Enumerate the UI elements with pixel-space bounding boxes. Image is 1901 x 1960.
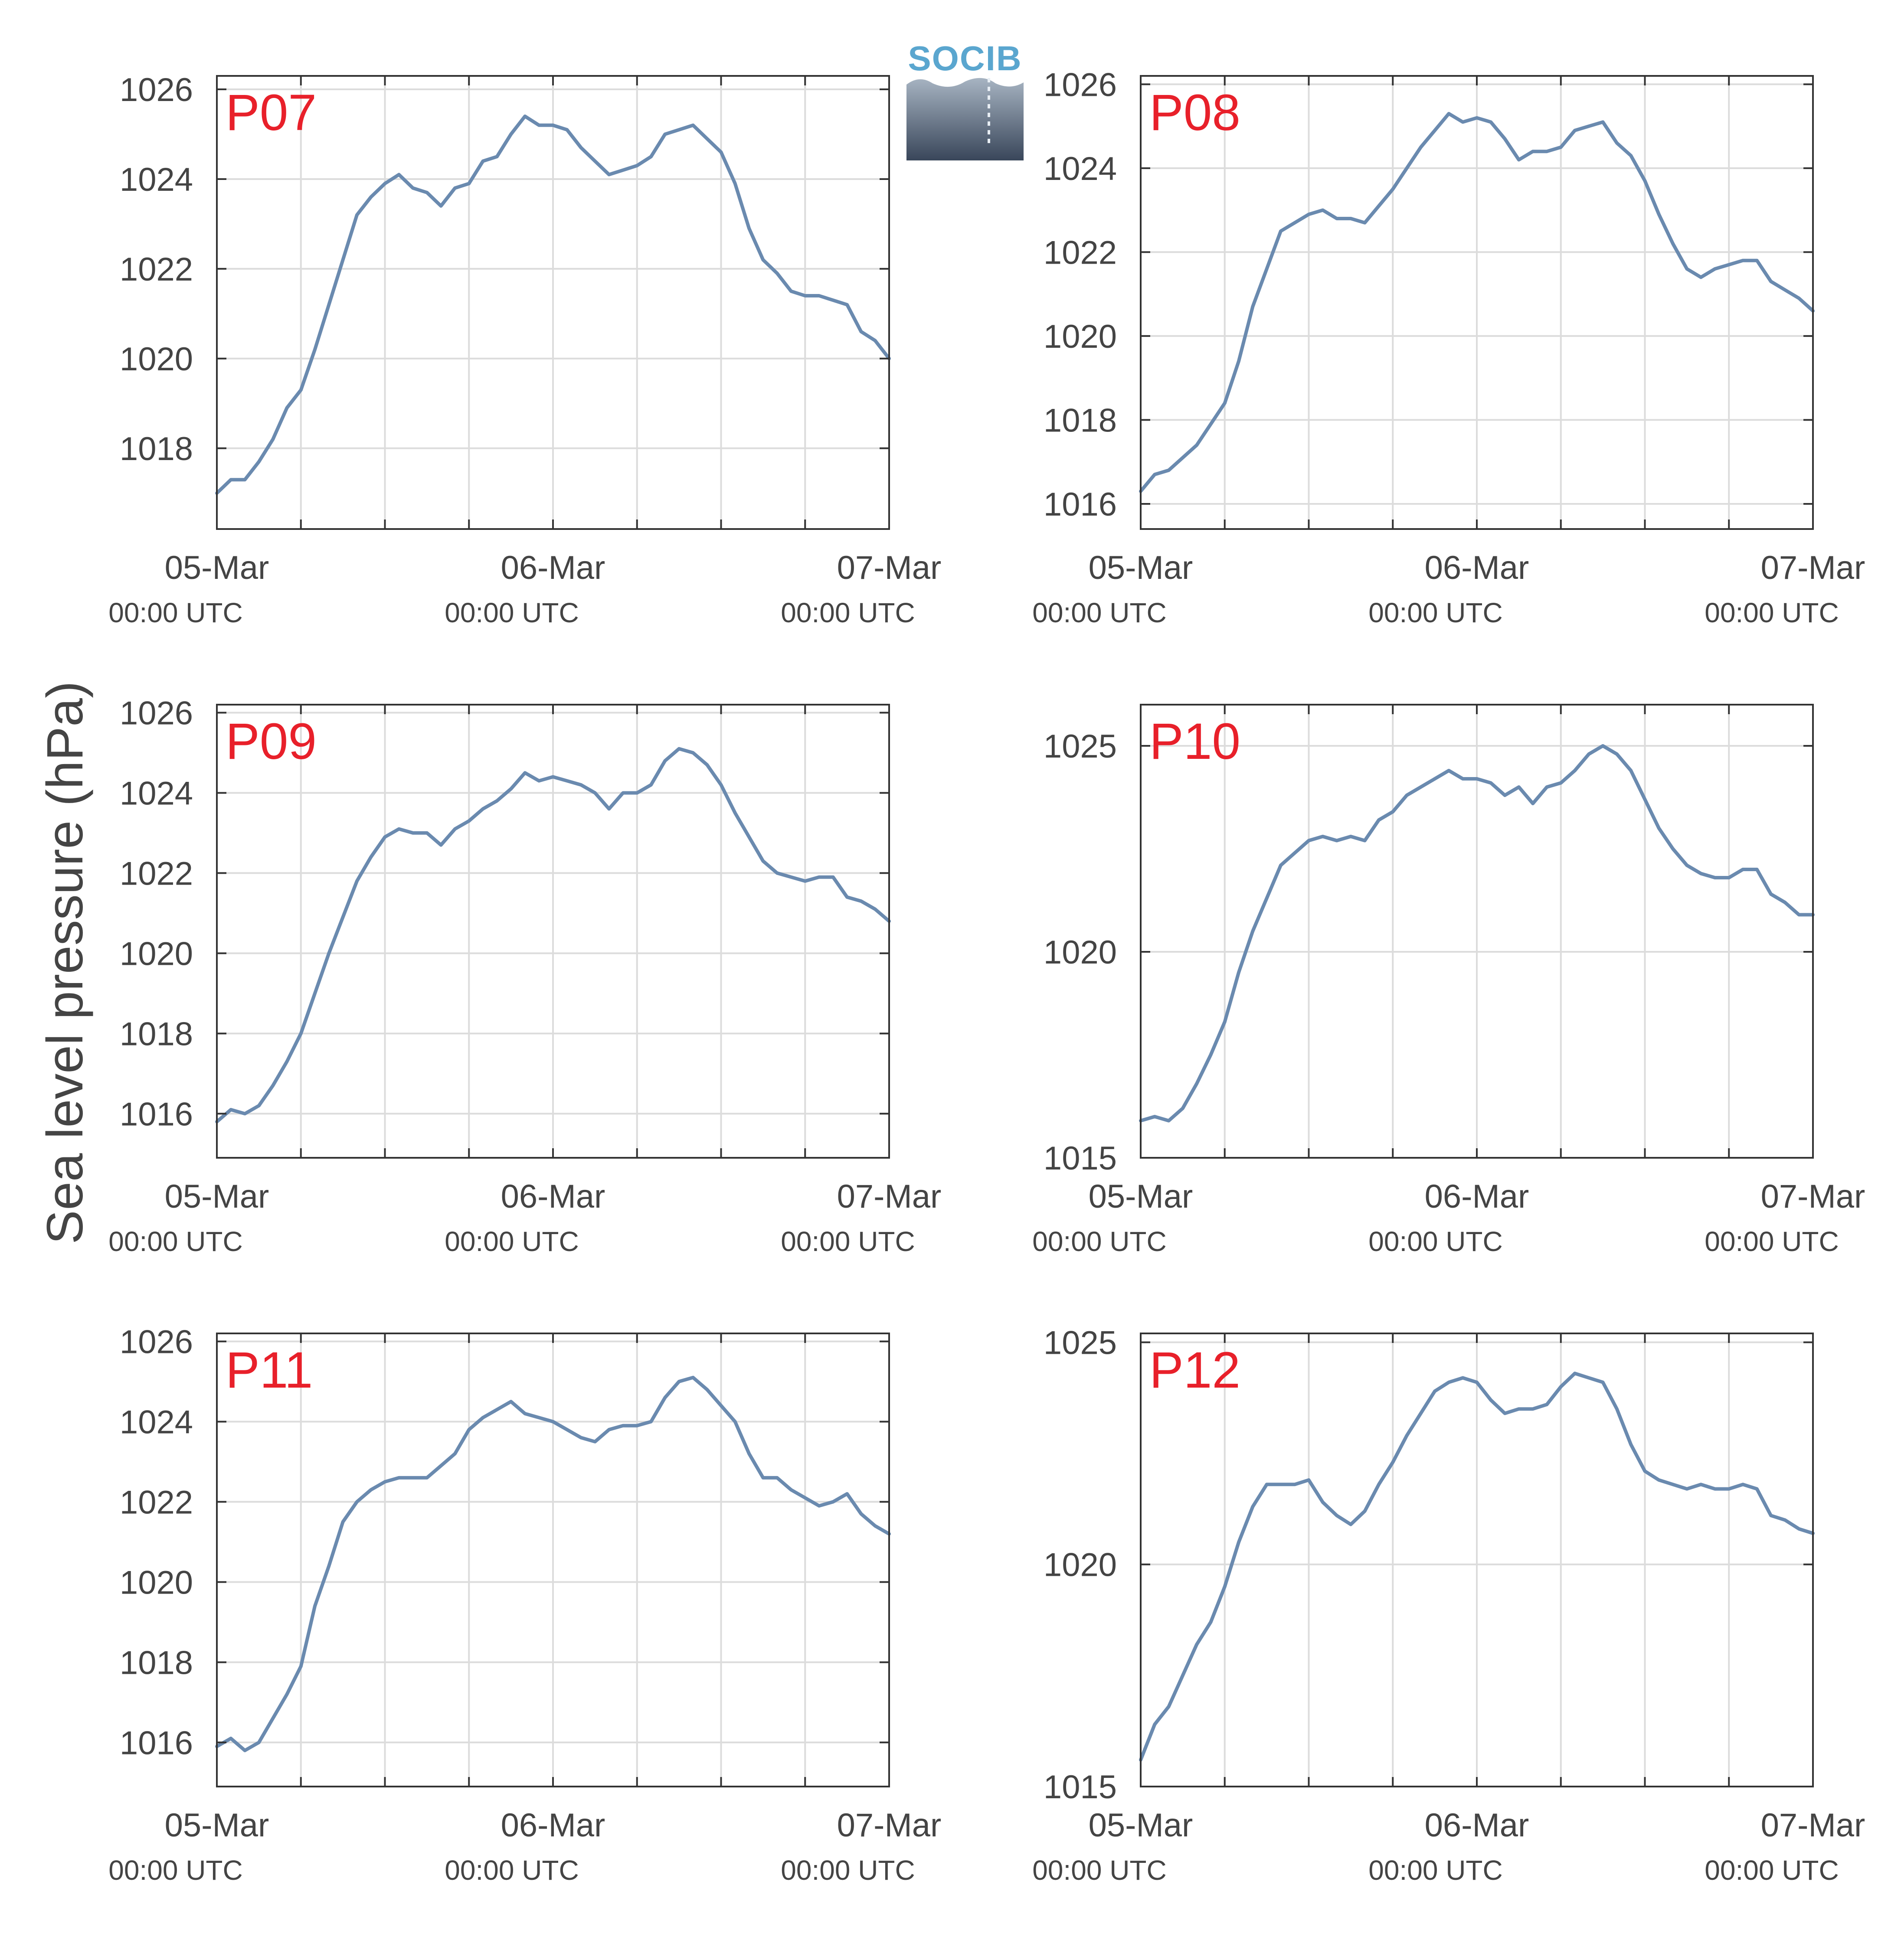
- x-tick-sublabel: 00:00 UTC: [1705, 1855, 1839, 1886]
- x-tick-sublabel: 00:00 UTC: [781, 597, 915, 628]
- x-tick-sublabel: 00:00 UTC: [108, 1855, 242, 1886]
- x-tick-sublabel: 00:00 UTC: [1705, 597, 1839, 628]
- series-line: [1139, 112, 1815, 493]
- x-tick-label: 05-Mar: [1089, 1807, 1193, 1844]
- y-tick-label: 1026: [120, 1323, 193, 1360]
- y-tick-label: 1022: [120, 1484, 193, 1521]
- x-tick-label: 07-Mar: [837, 549, 942, 586]
- panel-label: P10: [1149, 713, 1240, 770]
- x-tick-label: 07-Mar: [837, 1807, 942, 1844]
- y-tick-label: 1026: [120, 72, 193, 108]
- y-tick-label: 1018: [120, 431, 193, 467]
- x-tick-sublabel: 00:00 UTC: [108, 1226, 242, 1257]
- x-tick-label: 05-Mar: [165, 1807, 269, 1844]
- x-tick-label: 06-Mar: [501, 1178, 605, 1215]
- y-tick-label: 1020: [1044, 318, 1117, 355]
- panel-label: P08: [1149, 84, 1240, 141]
- x-tick-label: 07-Mar: [1761, 1807, 1865, 1844]
- x-tick-label: 06-Mar: [1425, 1807, 1529, 1844]
- y-tick-label: 1016: [120, 1096, 193, 1133]
- chart-panel-p11: 1016 1018 1020 1022 1024 1026 05-Mar 00:00 UTC 0…: [108, 1323, 942, 1886]
- x-tick-label: 06-Mar: [1425, 549, 1529, 586]
- x-tick-sublabel: 00:00 UTC: [445, 1226, 579, 1257]
- series-line: [215, 1375, 891, 1752]
- x-tick-label: 06-Mar: [501, 549, 605, 586]
- y-tick-label: 1015: [1044, 1769, 1117, 1806]
- x-tick-label: 05-Mar: [1089, 549, 1193, 586]
- y-tick-label: 1020: [1044, 934, 1117, 971]
- x-tick-sublabel: 00:00 UTC: [445, 597, 579, 628]
- x-tick-label: 05-Mar: [165, 1178, 269, 1215]
- x-tick-sublabel: 00:00 UTC: [445, 1855, 579, 1886]
- series-line: [1139, 1372, 1815, 1762]
- series-line: [1139, 744, 1815, 1123]
- x-tick-sublabel: 00:00 UTC: [1032, 597, 1166, 628]
- x-tick-label: 06-Mar: [501, 1807, 605, 1844]
- x-tick-label: 05-Mar: [1089, 1178, 1193, 1215]
- y-tick-label: 1018: [120, 1016, 193, 1052]
- socib-logo: SOCIB: [906, 39, 1024, 163]
- y-tick-label: 1026: [1044, 66, 1117, 103]
- x-tick-label: 07-Mar: [1761, 549, 1865, 586]
- y-tick-label: 1020: [120, 935, 193, 972]
- y-tick-label: 1024: [120, 775, 193, 812]
- y-tick-label: 1026: [120, 695, 193, 732]
- x-tick-sublabel: 00:00 UTC: [1368, 597, 1502, 628]
- y-tick-label: 1020: [120, 341, 193, 378]
- y-tick-label: 1024: [120, 1404, 193, 1441]
- chart-panel-p12: 1015 1020 1025 05-Mar 00:00 UTC 06-Mar 00:00 U…: [1032, 1324, 1865, 1886]
- chart-panel-p10: 1015 1020 1025 05-Mar 00:00 UTC 06-Mar 00:00 U…: [1032, 704, 1865, 1257]
- y-tick-label: 1025: [1044, 728, 1117, 765]
- x-tick-sublabel: 00:00 UTC: [781, 1226, 915, 1257]
- series-line: [215, 747, 891, 1124]
- y-tick-label: 1020: [1044, 1547, 1117, 1584]
- y-tick-label: 1025: [1044, 1324, 1117, 1361]
- x-tick-sublabel: 00:00 UTC: [781, 1855, 915, 1886]
- panel-label: P09: [226, 713, 317, 770]
- y-tick-label: 1018: [1044, 402, 1117, 439]
- y-tick-label: 1016: [1044, 486, 1117, 523]
- panel-label: P11: [226, 1342, 313, 1399]
- x-tick-sublabel: 00:00 UTC: [1032, 1855, 1166, 1886]
- x-tick-sublabel: 00:00 UTC: [1705, 1226, 1839, 1257]
- y-tick-label: 1020: [120, 1564, 193, 1601]
- x-tick-label: 07-Mar: [837, 1178, 942, 1215]
- x-tick-label: 06-Mar: [1425, 1178, 1529, 1215]
- y-tick-label: 1022: [120, 855, 193, 892]
- x-tick-label: 05-Mar: [165, 549, 269, 586]
- series-line: [215, 114, 891, 495]
- chart-panel-p09: 1016 1018 1020 1022 1024 1026 05-Mar 00:00 UTC 0…: [108, 695, 942, 1257]
- y-tick-label: 1022: [1044, 234, 1117, 271]
- y-tick-label: 1024: [120, 161, 193, 198]
- y-tick-label: 1016: [120, 1725, 193, 1761]
- x-tick-sublabel: 00:00 UTC: [1368, 1855, 1502, 1886]
- panel-label: P07: [226, 84, 317, 141]
- chart-panel-p08: 1016 1018 1020 1022 1024 1026 05-Mar 00:00 UTC 0…: [1032, 66, 1865, 628]
- panel-label: P12: [1149, 1342, 1240, 1399]
- y-tick-label: 1022: [120, 251, 193, 288]
- chart-panel-p07: 1018 1020 1022 1024 1026 05-Mar 00:00 UTC 06-Ma…: [108, 72, 942, 628]
- y-tick-label: 1015: [1044, 1140, 1117, 1177]
- x-tick-sublabel: 00:00 UTC: [108, 597, 242, 628]
- y-tick-label: 1018: [120, 1644, 193, 1681]
- socib-logo-text: SOCIB: [908, 43, 1022, 78]
- x-tick-sublabel: 00:00 UTC: [1032, 1226, 1166, 1257]
- y-tick-label: 1024: [1044, 150, 1117, 187]
- x-tick-sublabel: 00:00 UTC: [1368, 1226, 1502, 1257]
- x-tick-label: 07-Mar: [1761, 1178, 1865, 1215]
